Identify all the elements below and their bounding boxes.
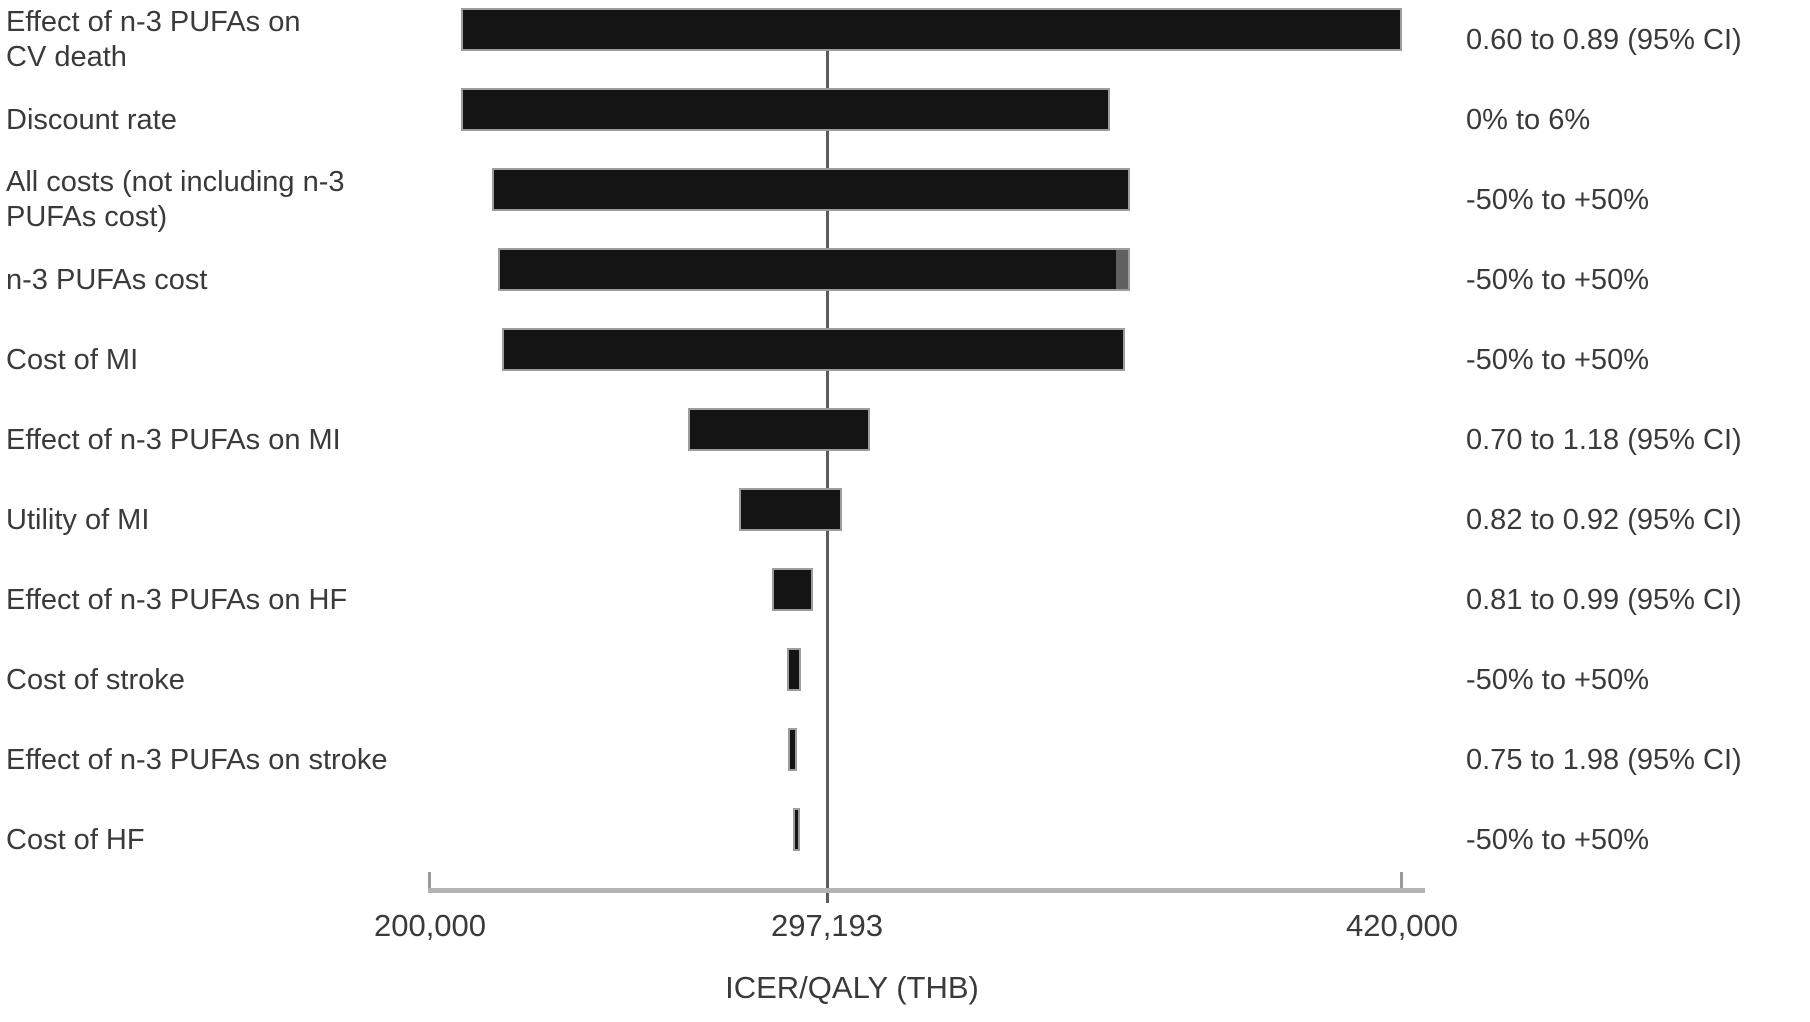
x-axis-tick-label-min: 200,000 xyxy=(373,908,487,943)
parameter-label: Discount rate xyxy=(6,103,177,136)
parameter-label: n-3 PUFAs cost xyxy=(6,263,208,296)
tornado-bar xyxy=(460,8,1402,51)
tornado-row: Cost of HF -50% to +50% xyxy=(0,800,1810,880)
tornado-row: Effect of n-3 PUFAs on HF 0.81 to 0.99 (9… xyxy=(0,560,1810,640)
tornado-bar xyxy=(788,728,798,771)
tornado-bar xyxy=(497,248,1131,291)
range-annotation: -50% to +50% xyxy=(1466,343,1649,376)
parameter-label: Effect of n-3 PUFAs on MI xyxy=(6,423,341,456)
parameter-label: Utility of MI xyxy=(6,503,150,536)
range-annotation: -50% to +50% xyxy=(1466,263,1649,296)
range-annotation: 0.82 to 0.92 (95% CI) xyxy=(1466,503,1742,536)
parameter-label: Effect of n-3 PUFAs on HF xyxy=(6,583,348,616)
range-annotation: 0% to 6% xyxy=(1466,103,1591,136)
parameter-label: All costs (not including n-3 PUFAs cost) xyxy=(6,166,345,233)
x-axis-tick-max xyxy=(1400,872,1403,888)
base-case-line xyxy=(826,46,829,903)
range-annotation: -50% to +50% xyxy=(1466,663,1649,696)
tornado-row: Utility of MI 0.82 to 0.92 (95% CI) xyxy=(0,480,1810,560)
tornado-row: n-3 PUFAs cost -50% to +50% xyxy=(0,240,1810,320)
tornado-bar xyxy=(492,168,1131,211)
x-axis-line xyxy=(428,888,1425,893)
tornado-bar xyxy=(460,88,1110,131)
tornado-bar xyxy=(739,488,843,531)
parameter-label: Cost of MI xyxy=(6,343,139,376)
x-axis-tick-label-base: 297,193 xyxy=(770,908,884,943)
parameter-label: Effect of n-3 PUFAs on stroke xyxy=(6,743,388,776)
range-annotation: 0.70 to 1.18 (95% CI) xyxy=(1466,423,1742,456)
tornado-row: Effect of n-3 PUFAs on stroke 0.75 to 1.9… xyxy=(0,720,1810,800)
tornado-bar xyxy=(793,808,801,851)
tornado-row: Effect of n-3 PUFAs on MI 0.70 to 1.18 (9… xyxy=(0,400,1810,480)
parameter-label: Effect of n-3 PUFAs on CV death xyxy=(6,6,301,73)
parameter-label: Cost of HF xyxy=(6,823,145,856)
range-annotation: 0.60 to 0.89 (95% CI) xyxy=(1466,23,1742,56)
range-annotation: -50% to +50% xyxy=(1466,183,1649,216)
parameter-label: Cost of stroke xyxy=(6,663,185,696)
x-axis-tick-label-max: 420,000 xyxy=(1345,908,1459,943)
bar-gray-tip xyxy=(1116,250,1129,289)
tornado-bar xyxy=(787,648,802,691)
tornado-row: Effect of n-3 PUFAs on CV death 0.60 to 0… xyxy=(0,0,1810,80)
range-annotation: 0.75 to 1.98 (95% CI) xyxy=(1466,743,1742,776)
tornado-bar xyxy=(501,328,1125,371)
range-annotation: 0.81 to 0.99 (95% CI) xyxy=(1466,583,1742,616)
x-axis-title: ICER/QALY (THB) xyxy=(725,970,979,1005)
tornado-row: Cost of MI -50% to +50% xyxy=(0,320,1810,400)
tornado-row: Discount rate 0% to 6% xyxy=(0,80,1810,160)
tornado-row: Cost of stroke -50% to +50% xyxy=(0,640,1810,720)
x-axis-tick-min xyxy=(428,872,431,888)
range-annotation: -50% to +50% xyxy=(1466,823,1649,856)
tornado-bar xyxy=(688,408,871,451)
tornado-row: All costs (not including n-3 PUFAs cost)… xyxy=(0,160,1810,240)
tornado-bar xyxy=(772,568,814,611)
